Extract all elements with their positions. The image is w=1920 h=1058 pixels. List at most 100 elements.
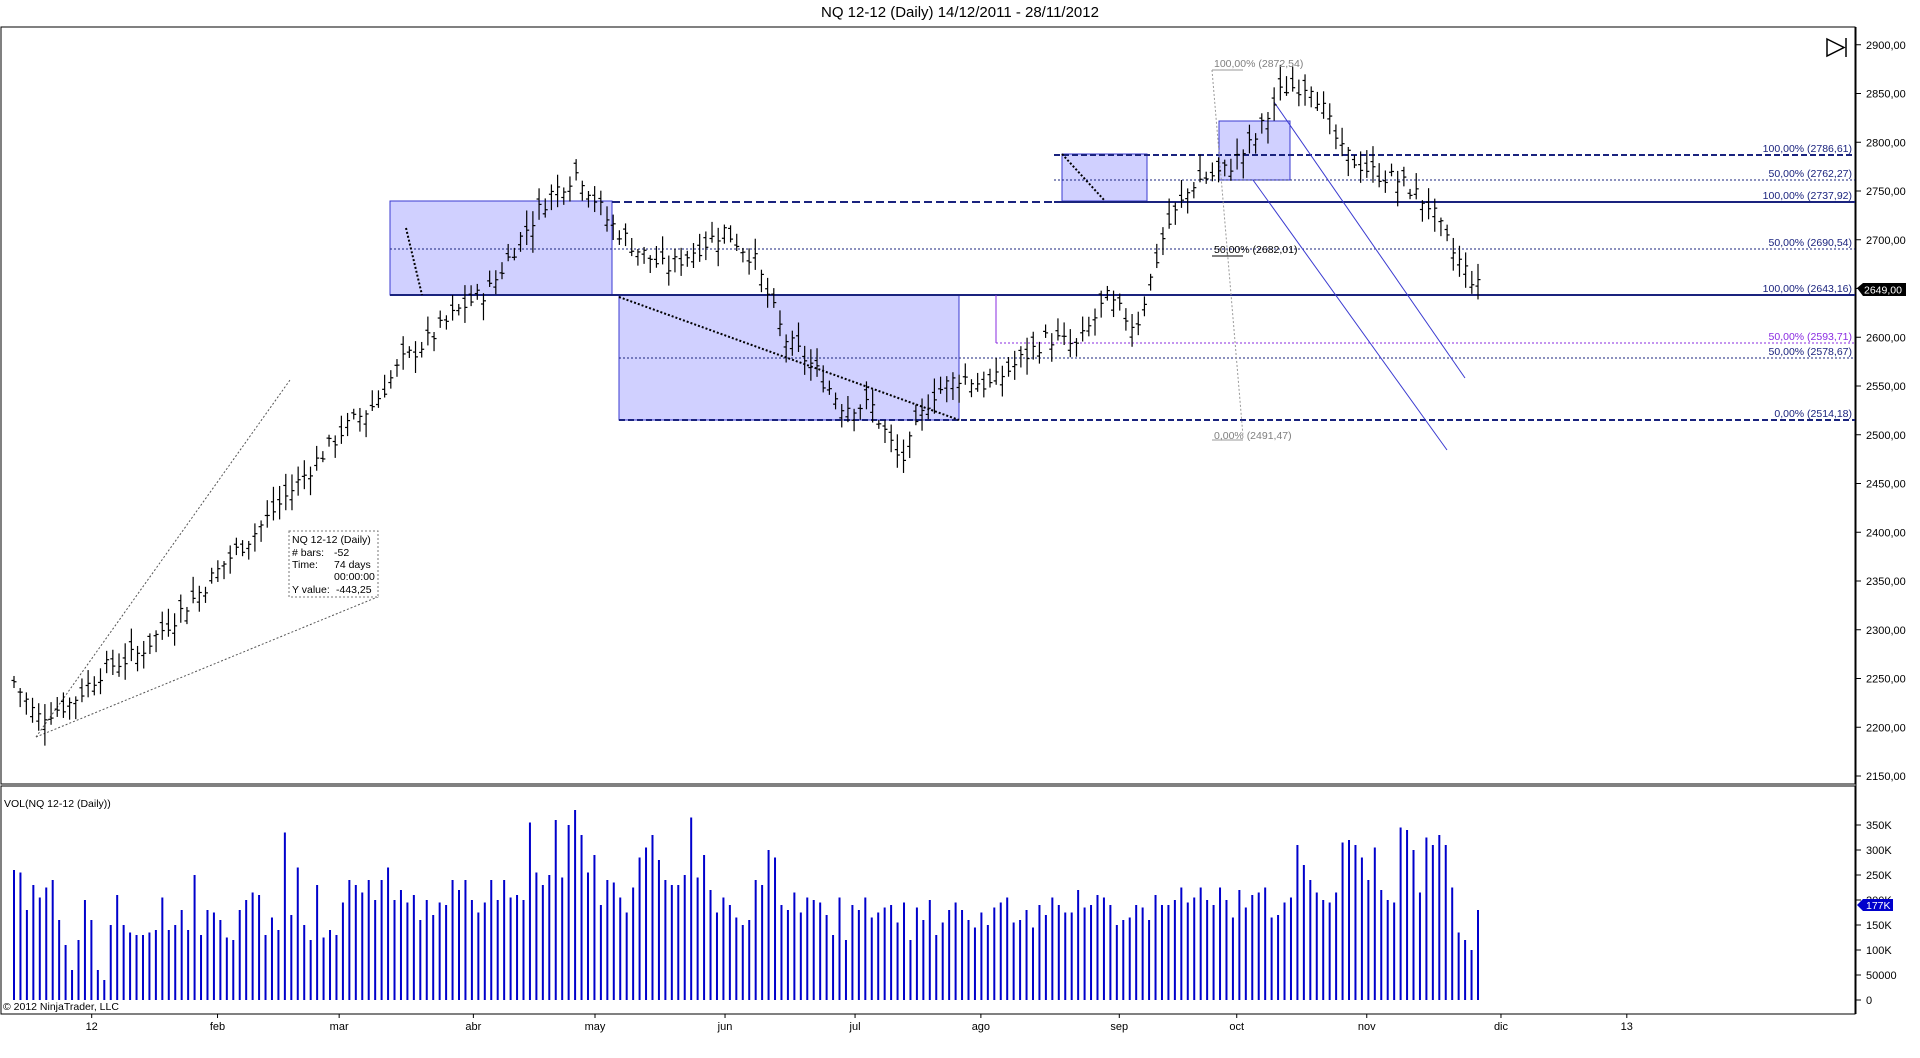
ohlc-bar <box>357 407 363 432</box>
ohlc-bar <box>1135 311 1141 336</box>
ohlc-bar <box>91 676 97 696</box>
ohlc-bar <box>1253 133 1259 154</box>
ohlc-bar <box>938 376 944 394</box>
ohlc-bar <box>623 223 629 247</box>
ohlc-bar <box>1067 329 1073 358</box>
ohlc-bar <box>480 293 486 321</box>
fib-label-r7: 50,00% (2578,67) <box>1769 346 1852 358</box>
ohlc-bar <box>1463 252 1469 288</box>
box-sep[interactable] <box>1218 120 1291 181</box>
ohlc-bar <box>375 390 381 408</box>
ohlc-bar <box>1172 202 1178 225</box>
volume-axis-label: 350K <box>1866 820 1892 832</box>
ohlc-bar <box>845 396 851 423</box>
ohlc-bar <box>11 675 17 689</box>
ohlc-bar <box>746 248 752 275</box>
ohlc-bar <box>60 692 66 718</box>
price-axis-label: 2250,00 <box>1866 674 1906 686</box>
ohlc-bar <box>548 184 554 211</box>
ohlc-bar <box>165 608 171 637</box>
box-feb-apr[interactable] <box>389 200 613 296</box>
ohlc-bar <box>388 370 394 389</box>
ohlc-bar <box>561 187 567 205</box>
time-axis-label: ago <box>972 1021 990 1033</box>
ohlc-bar <box>1432 198 1438 232</box>
price-axis-label: 2500,00 <box>1866 430 1906 442</box>
price-axis-label: 2850,00 <box>1866 89 1906 101</box>
ohlc-bar <box>1345 146 1351 177</box>
time-axis-label: dic <box>1494 1021 1509 1033</box>
ohlc-bar <box>789 330 795 356</box>
channel-upper[interactable] <box>1273 101 1466 379</box>
channel-lower[interactable] <box>1252 179 1448 451</box>
ohlc-bar <box>178 594 184 623</box>
fib-label-mid-left: 50,00% (2682,01) <box>1214 244 1297 256</box>
ohlc-bar <box>925 394 931 420</box>
ohlc-bar <box>585 191 591 208</box>
volume-axis-label: 150K <box>1866 920 1892 932</box>
ohlc-bar <box>758 269 764 293</box>
ohlc-bar <box>839 404 845 428</box>
ohlc-bar <box>1277 64 1283 101</box>
trend-line-up[interactable] <box>35 379 291 738</box>
price-axis: 2150,00 2200,00 2250,00 2300,00 2350,00 2400,… <box>1856 40 1906 783</box>
volume-axis-label: 100K <box>1866 945 1892 957</box>
ohlc-bar <box>17 688 23 708</box>
range-boxes <box>389 120 1291 421</box>
ohlc-bar <box>326 434 332 447</box>
ohlc-bar <box>54 696 60 717</box>
ohlc-bar <box>382 374 388 398</box>
ohlc-bar <box>270 486 276 521</box>
ohlc-bar <box>536 188 542 220</box>
volume-axis-label: 300K <box>1866 845 1892 857</box>
ohlc-bar <box>1104 285 1110 301</box>
measure-info-box[interactable]: NQ 12-12 (Daily) # bars: -52 Time: 74 da… <box>288 530 379 598</box>
ohlc-bar <box>425 316 431 346</box>
ohlc-bar <box>1438 217 1444 237</box>
info-bars-value: -52 <box>334 547 349 559</box>
ohlc-bar <box>468 285 474 307</box>
ohlc-bar <box>1111 290 1117 318</box>
time-axis-label: mar <box>330 1021 349 1033</box>
price-axis-label: 2300,00 <box>1866 625 1906 637</box>
ohlc-bar <box>647 255 653 273</box>
ohlc-bar <box>332 435 338 458</box>
ohlc-bar <box>894 434 900 468</box>
ohlc-bar <box>1030 331 1036 360</box>
time-axis-label: oct <box>1229 1021 1244 1033</box>
ohlc-bar <box>1197 154 1203 183</box>
ohlc-bar <box>567 176 573 202</box>
ohlc-bar <box>1413 173 1419 200</box>
ohlc-bar <box>518 231 524 252</box>
ohlc-bar <box>215 560 221 582</box>
ohlc-bar <box>1469 270 1475 294</box>
ohlc-bar <box>703 231 709 261</box>
ohlc-bar <box>944 376 950 403</box>
ohlc-bar <box>999 365 1005 397</box>
fib-labels: 100,00% (2872,54) 50,00% (2682,01) 0,00%… <box>1214 58 1852 442</box>
last-volume-badge: 177K <box>1857 899 1893 912</box>
price-axis-label: 2350,00 <box>1866 576 1906 588</box>
ohlc-bar <box>1166 198 1172 229</box>
ohlc-bar <box>573 159 579 181</box>
ohlc-bar <box>1228 158 1234 181</box>
ohlc-bar <box>190 576 196 604</box>
box-aug[interactable] <box>1061 153 1148 202</box>
ohlc-bar <box>1246 124 1252 154</box>
time-axis-label: 12 <box>86 1021 98 1033</box>
fib-label-r1: 100,00% (2786,61) <box>1763 143 1852 155</box>
ohlc-bar <box>1407 188 1413 200</box>
ohlc-bar <box>394 359 400 377</box>
ohlc-bar <box>1339 127 1345 157</box>
ohlc-bar <box>907 431 913 459</box>
ohlc-bar <box>110 649 116 676</box>
ohlc-bar <box>1203 171 1209 184</box>
measure-line[interactable] <box>35 595 381 738</box>
play-icon[interactable] <box>1826 37 1847 58</box>
ohlc-bar <box>1092 308 1098 336</box>
ohlc-bar <box>629 237 635 257</box>
ohlc-bar <box>1370 146 1376 183</box>
ohlc-bar <box>153 630 159 653</box>
fib-ext-line-1 <box>1211 69 1244 437</box>
